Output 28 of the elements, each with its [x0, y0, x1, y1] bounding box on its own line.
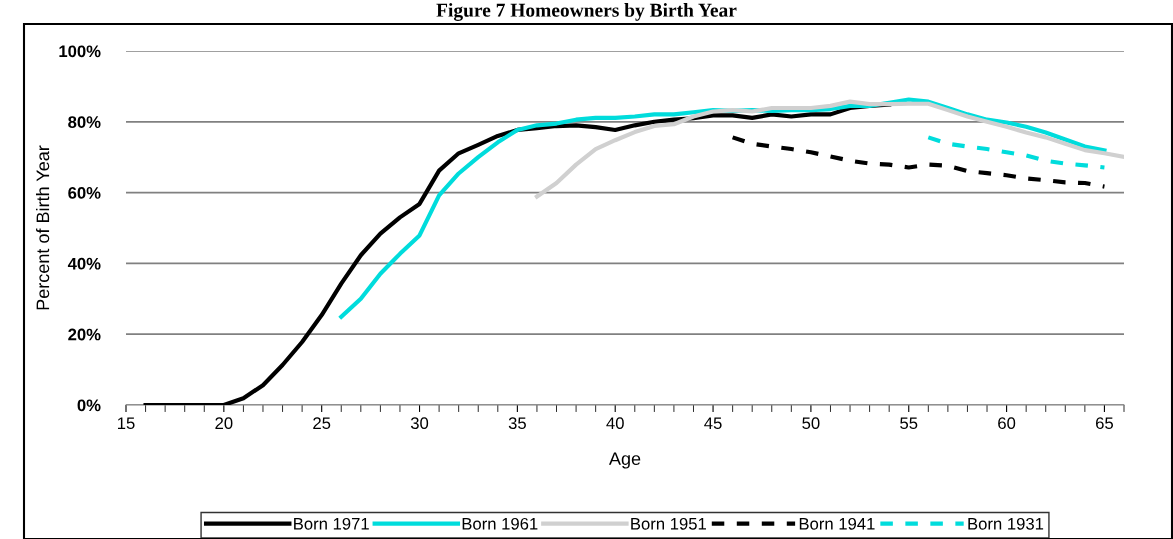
- x-tick-label: 15: [118, 417, 135, 430]
- legend-label: Born 1971: [294, 517, 369, 530]
- x-tick-label: 65: [1096, 417, 1113, 430]
- y-tick-label: 40%: [67, 257, 101, 270]
- x-tick-label: 60: [998, 417, 1016, 430]
- x-tick-label: 25: [313, 417, 331, 430]
- chart-title: Figure 7 Homeowners by Birth Year: [436, 3, 737, 21]
- x-tick-label: 50: [802, 417, 820, 430]
- x-tick-label: 40: [606, 417, 624, 430]
- y-tick-label: 0%: [77, 399, 101, 412]
- legend-label: Born 1961: [462, 517, 538, 530]
- legend-label: Born 1951: [631, 517, 706, 530]
- y-tick-label: 20%: [68, 328, 101, 341]
- y-tick-label: 80%: [68, 116, 101, 128]
- line-series: [730, 135, 1107, 189]
- x-axis-title: Age: [608, 452, 641, 469]
- x-tick-label: 35: [508, 417, 526, 430]
- legend-label: Born 1931: [968, 517, 1044, 530]
- y-tick-label: 60%: [68, 187, 101, 199]
- x-tick-label: 45: [704, 417, 722, 430]
- line-series: [926, 135, 1107, 170]
- y-axis-title: Percent of Birth Year: [35, 145, 50, 310]
- x-tick-label: 30: [410, 417, 429, 430]
- x-tick-label: 55: [900, 417, 918, 430]
- x-tick-label: 20: [215, 417, 233, 430]
- y-tick-label: 100%: [59, 45, 101, 58]
- legend-label: Born 1941: [799, 517, 875, 530]
- line-series: [534, 99, 1124, 199]
